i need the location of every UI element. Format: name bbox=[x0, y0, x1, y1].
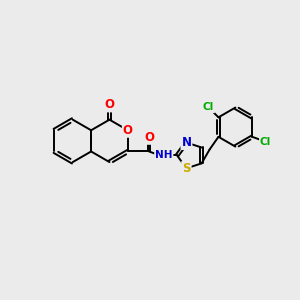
Text: Cl: Cl bbox=[260, 137, 271, 147]
Text: Cl: Cl bbox=[203, 102, 214, 112]
Text: N: N bbox=[182, 136, 191, 149]
Text: O: O bbox=[144, 131, 154, 144]
Text: NH: NH bbox=[155, 150, 172, 161]
Text: O: O bbox=[104, 98, 115, 111]
Text: S: S bbox=[182, 162, 191, 175]
Text: O: O bbox=[123, 124, 133, 137]
